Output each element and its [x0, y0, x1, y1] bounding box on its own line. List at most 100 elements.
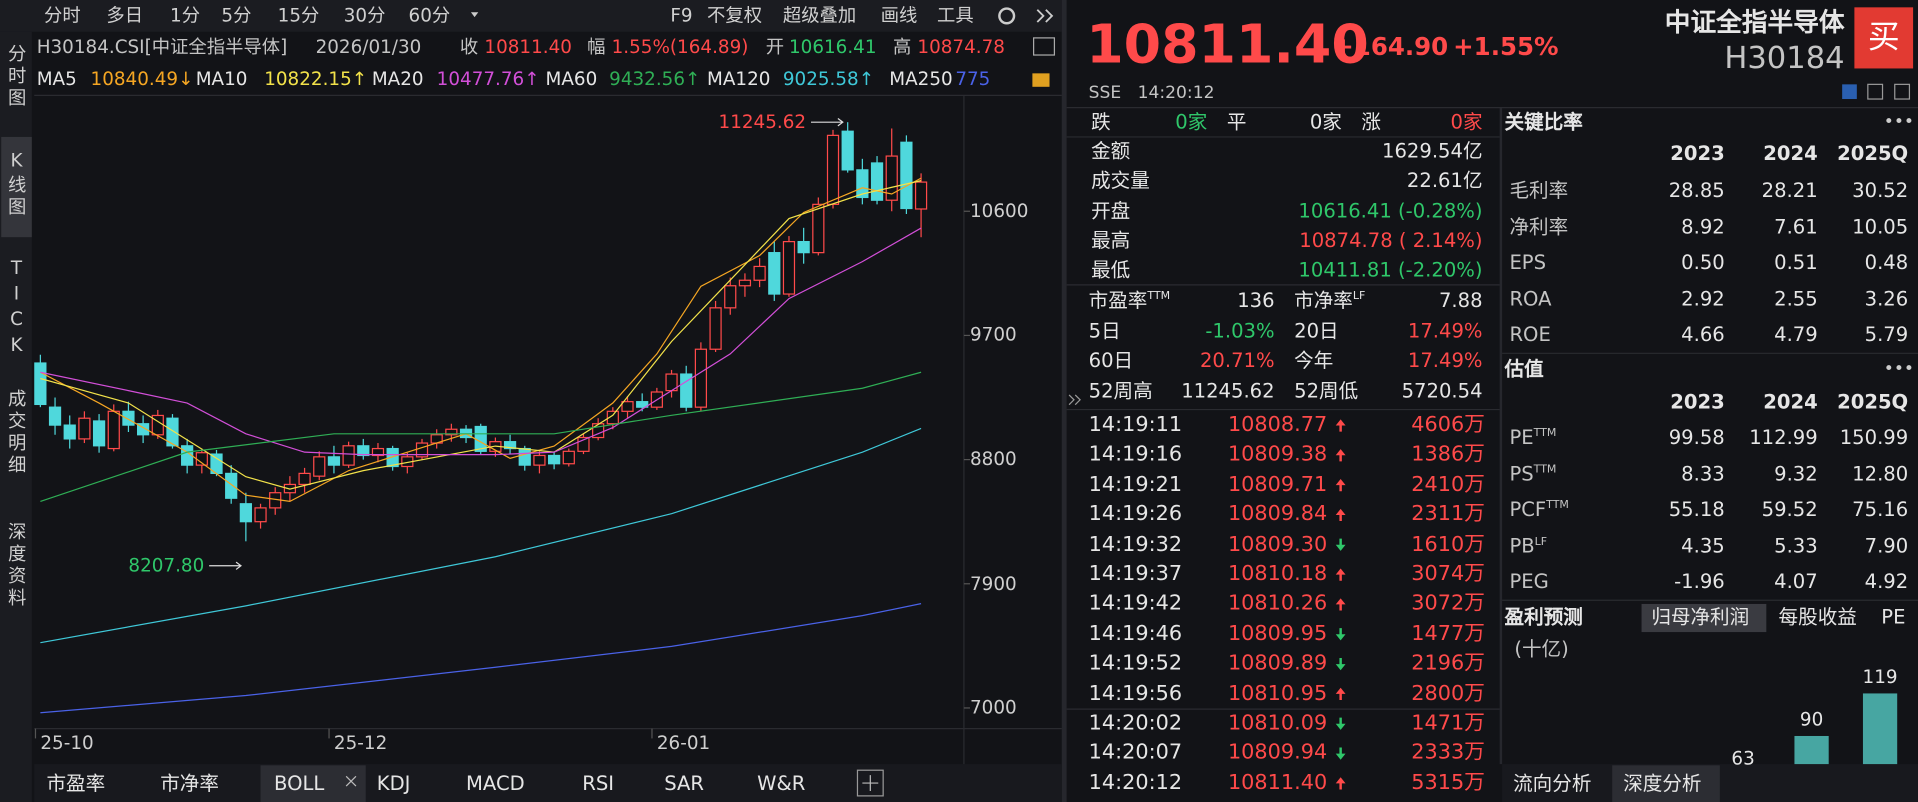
- close-icon[interactable]: [345, 775, 357, 787]
- label: 112.99: [1749, 425, 1818, 449]
- period-tab[interactable]: 30分: [343, 4, 386, 27]
- y-tick-label: 8800: [970, 447, 1017, 470]
- candle-body: [738, 279, 752, 287]
- label: 10810.09: [1227, 710, 1328, 736]
- lock-icon[interactable]: [1032, 73, 1050, 87]
- label: 10809.84: [1227, 502, 1328, 527]
- label: 2024: [1763, 141, 1818, 166]
- label: 2333万: [1411, 740, 1485, 766]
- label: 2025Q: [1837, 141, 1909, 166]
- label: 14:19:42: [1088, 591, 1183, 617]
- buy-button[interactable]: [1854, 7, 1914, 69]
- period-tab[interactable]: 15分: [277, 4, 320, 27]
- label: 幅: [587, 36, 606, 59]
- indicator-tab[interactable]: 市盈率: [46, 771, 106, 795]
- label-text: 60日: [1088, 348, 1134, 372]
- trend-arrow: [1335, 449, 1346, 462]
- label-text: EPS: [1509, 250, 1547, 274]
- trend-arrow: [1335, 478, 1346, 492]
- label-text: 市盈率: [1088, 288, 1148, 312]
- label: ROA: [1509, 289, 1551, 309]
- period-tab[interactable]: 60分: [408, 4, 451, 27]
- forecast-tab[interactable]: 归母净利润: [1651, 605, 1750, 629]
- label: SSE: [1088, 83, 1122, 103]
- legend-name: MA5: [36, 67, 77, 90]
- label: 2.55: [1774, 286, 1818, 310]
- label-text: 市净率: [1294, 288, 1353, 312]
- buy-label[interactable]: 买: [1867, 19, 1900, 57]
- indicator-tab[interactable]: KDJ: [376, 771, 411, 795]
- collapse-icon[interactable]: [1068, 394, 1081, 406]
- tool-button[interactable]: F9: [670, 4, 693, 27]
- indicator-bar: [34, 764, 1062, 802]
- tool-button[interactable]: 不复权: [707, 4, 763, 27]
- label: 1471万: [1411, 710, 1485, 736]
- period-tab[interactable]: 1分: [170, 4, 201, 27]
- add-icon[interactable]: [862, 775, 879, 791]
- label: 60日: [1088, 348, 1134, 372]
- indicator-tab[interactable]: BOLL: [273, 771, 325, 795]
- label: 150.99: [1839, 425, 1909, 449]
- label: 涨: [1361, 110, 1382, 134]
- label: EPS: [1509, 250, 1547, 274]
- indicator-tab[interactable]: 市净率: [160, 771, 219, 795]
- label: 2311万: [1411, 502, 1485, 527]
- dropdown-icon[interactable]: [470, 12, 479, 18]
- side-tab[interactable]: 分时图: [5, 44, 28, 111]
- right-tab[interactable]: 流向分析: [1513, 771, 1592, 795]
- add-tab[interactable]: [856, 769, 884, 797]
- candle-body: [239, 503, 252, 523]
- side-tab[interactable]: 成交明细: [5, 388, 28, 477]
- forecast-tab-active: [1641, 603, 1767, 633]
- side-tab[interactable]: TICK: [5, 256, 28, 360]
- label: 14:19:32: [1088, 531, 1183, 557]
- period-tab[interactable]: 5分: [221, 4, 252, 27]
- share-icon[interactable]: [1894, 83, 1911, 100]
- divider: [1061, 0, 1067, 802]
- x-tick-label: 26-01: [656, 731, 711, 754]
- label: ROE: [1509, 325, 1550, 345]
- forecast-tab[interactable]: 每股收益: [1778, 605, 1857, 629]
- more-icon[interactable]: •••: [1884, 359, 1914, 379]
- label: 17.49%: [1407, 318, 1483, 342]
- period-tab[interactable]: 分时: [44, 4, 81, 27]
- label: 3.26: [1864, 286, 1909, 310]
- period-tab[interactable]: 多日: [106, 4, 144, 27]
- side-tab[interactable]: 深度资料: [5, 522, 28, 611]
- label-sup: LF: [1534, 535, 1548, 548]
- expand-icon[interactable]: [1036, 9, 1054, 23]
- y-tick-label: 7900: [970, 572, 1017, 595]
- settings-icon[interactable]: [998, 7, 1016, 25]
- legend-value: 10822.15↑: [264, 67, 368, 90]
- indicator-tab[interactable]: MACD: [466, 771, 525, 795]
- indicator-tab[interactable]: W&R: [757, 771, 806, 795]
- tool-button[interactable]: 超级叠加: [782, 4, 857, 27]
- candle-body: [724, 285, 737, 309]
- alert-icon[interactable]: [1867, 83, 1884, 100]
- indicator-tab[interactable]: RSI: [582, 771, 615, 795]
- forecast-tab[interactable]: PE: [1881, 605, 1906, 629]
- right-tab[interactable]: 深度分析: [1623, 771, 1702, 795]
- ma-line: [40, 603, 922, 714]
- label: 10810.95: [1227, 681, 1328, 706]
- candle-body: [298, 472, 311, 486]
- label: 2800万: [1411, 681, 1485, 706]
- side-tab[interactable]: K线图: [5, 149, 28, 219]
- bar-label: 90: [1799, 708, 1824, 731]
- label: 4.07: [1774, 569, 1818, 593]
- label: 22.61亿: [1406, 169, 1483, 193]
- label: 1610万: [1411, 531, 1485, 557]
- label: 开盘: [1091, 198, 1131, 223]
- label: 14:19:26: [1088, 502, 1183, 527]
- tool-button[interactable]: 画线: [880, 4, 918, 27]
- more-icon[interactable]: •••: [1884, 112, 1914, 132]
- candle-body: [606, 410, 619, 425]
- label: 14:19:11: [1088, 412, 1183, 438]
- edit-icon[interactable]: [1842, 84, 1857, 100]
- tool-button[interactable]: 工具: [936, 4, 974, 27]
- label: 1477万: [1411, 621, 1485, 646]
- toolbar: [0, 0, 1062, 32]
- window-icon[interactable]: [1033, 37, 1056, 56]
- indicator-tab[interactable]: SAR: [664, 771, 704, 795]
- x-tick-label: 25-12: [333, 731, 388, 754]
